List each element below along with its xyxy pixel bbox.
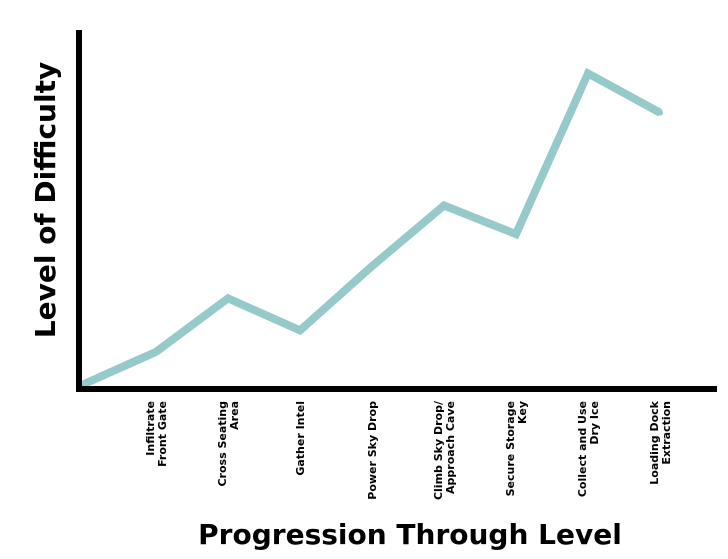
x-tick-label-line: Climb Sky Drop/ (432, 400, 445, 500)
x-tick-label-line: Loading Dock (648, 400, 661, 484)
x-tick-labels: InfiltrateFront Gate Cross SeatingArea Gat… (144, 400, 673, 500)
x-tick-label-line: Approach Cave (444, 401, 457, 494)
x-tick-label-line: Front Gate (156, 401, 169, 467)
difficulty-series-line (82, 67, 662, 388)
x-tick-label-line: Secure Storage (504, 401, 517, 496)
data-point (297, 327, 303, 334)
data-point (441, 202, 447, 209)
data-point (369, 263, 375, 270)
x-tick-label-line: Collect and Use (576, 401, 589, 497)
x-tick-label: Loading DockExtraction (648, 400, 673, 484)
x-tick-label-line: Power Sky Drop (366, 401, 379, 500)
x-tick-label: InfiltrateFront Gate (144, 401, 169, 467)
data-point (513, 231, 519, 238)
x-tick-label-line: Infiltrate (144, 401, 157, 456)
data-point (225, 295, 231, 302)
x-tick-label-line: Key (516, 401, 529, 424)
x-tick-label: Collect and UseDry Ice (576, 401, 601, 497)
x-axis-title: Progression Through Level (198, 518, 622, 551)
data-point (585, 70, 591, 77)
x-tick-label-line: Gather Intel (294, 401, 307, 476)
x-tick-label-line: Area (228, 401, 241, 430)
y-axis-title: Level of Difficulty (29, 62, 62, 338)
data-point (657, 109, 663, 116)
data-point (81, 381, 87, 387)
x-tick-label: Power Sky Drop (366, 401, 379, 500)
x-tick-label: Cross SeatingArea (216, 401, 241, 487)
x-tick-label-line: Cross Seating (216, 401, 229, 487)
x-tick-label-line: Extraction (660, 401, 673, 465)
x-tick-label-line: Dry Ice (588, 401, 601, 445)
data-point (153, 348, 159, 355)
x-tick-label: Secure StorageKey (504, 401, 529, 496)
x-tick-label: Gather Intel (294, 401, 307, 476)
plot-area (81, 67, 663, 388)
data-points (81, 70, 663, 387)
x-tick-label: Climb Sky Drop/Approach Cave (432, 400, 457, 500)
